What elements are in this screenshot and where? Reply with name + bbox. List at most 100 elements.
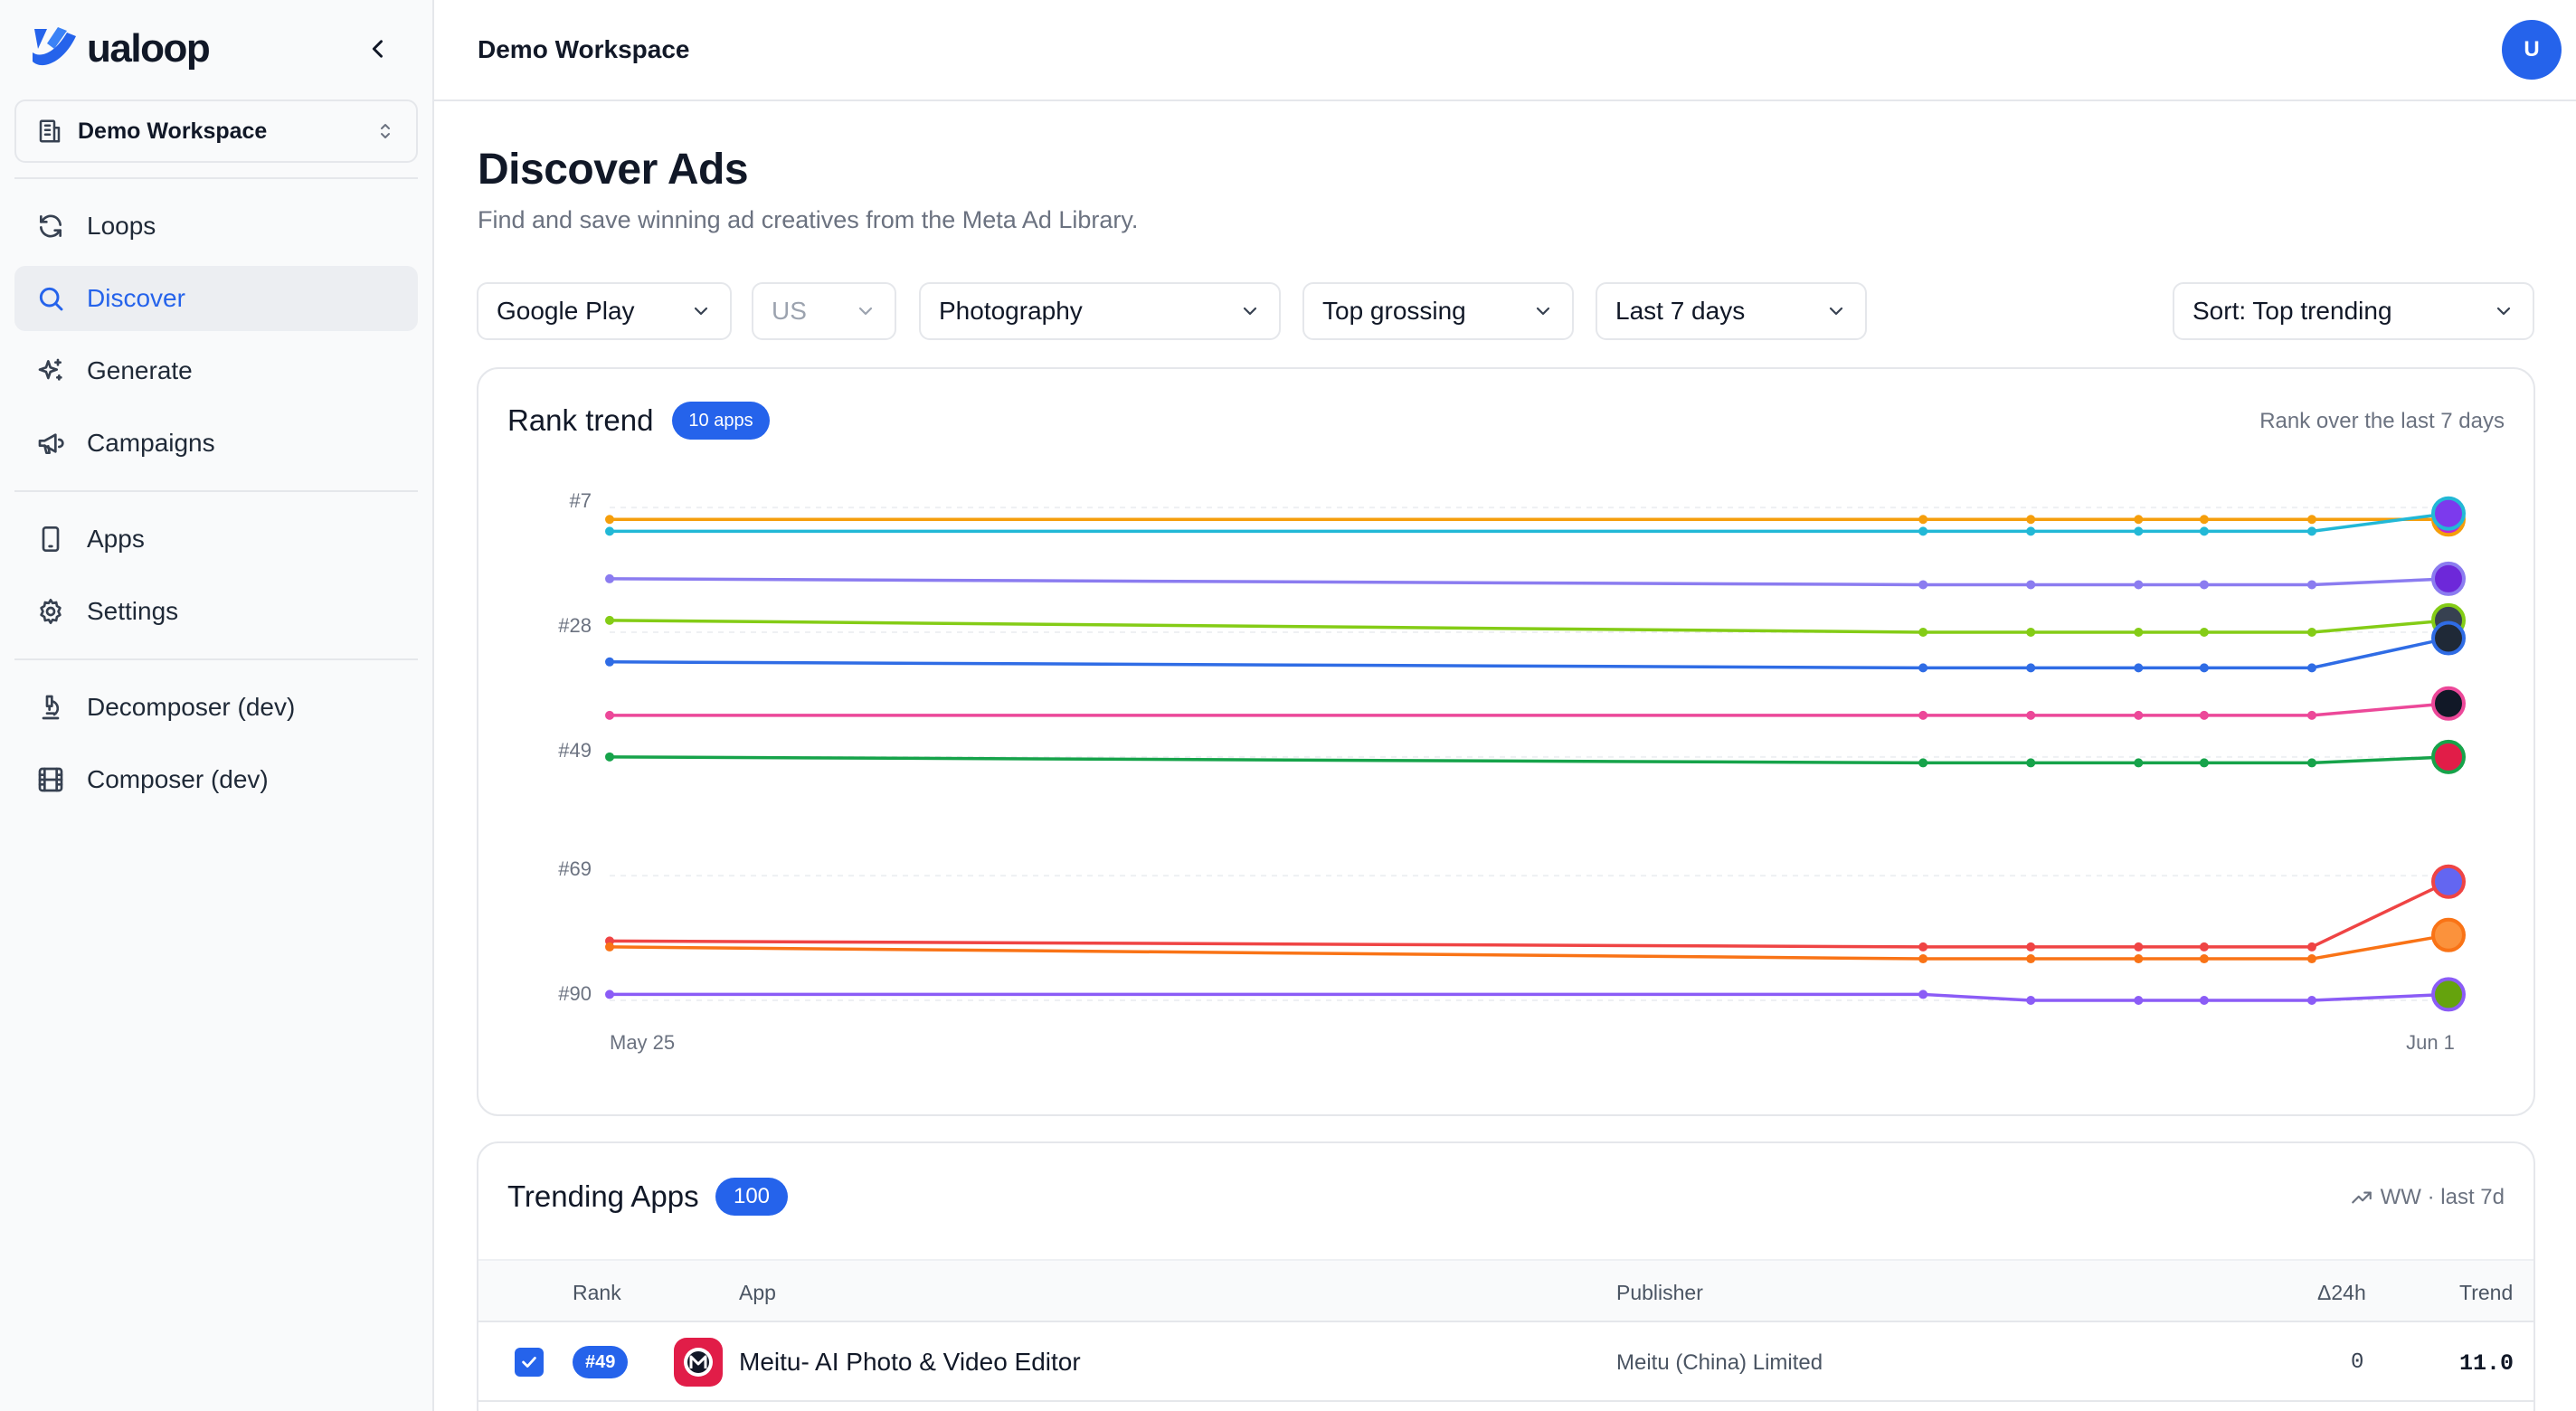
category-select-label: Photography [939, 297, 1083, 325]
period-select[interactable]: Last 7 days [1596, 282, 1867, 340]
series-point [2026, 996, 2036, 1005]
chart-select-label: Top grossing [1322, 297, 1466, 325]
series-point [605, 573, 614, 583]
rank-badge: #49 [573, 1346, 629, 1378]
collapse-sidebar-button[interactable] [362, 33, 394, 65]
topbar: Demo Workspace U [434, 0, 2576, 101]
series-point [2306, 758, 2316, 768]
column-delta[interactable]: Δ24h [2317, 1281, 2366, 1304]
series-point [2134, 526, 2144, 536]
series-point [2026, 526, 2036, 536]
chevron-down-icon [2496, 307, 2511, 316]
series-point [2134, 942, 2144, 952]
sidebar-item-apps[interactable]: Apps [14, 507, 418, 572]
sidebar-item-label: Decomposer (dev) [87, 693, 296, 721]
column-rank[interactable]: Rank [573, 1281, 621, 1304]
workspace-select-label: Demo Workspace [78, 118, 268, 144]
period-select-label: Last 7 days [1615, 297, 1746, 325]
series-line [608, 702, 2450, 717]
series-point [2026, 954, 2036, 964]
meitu-logo-icon [684, 1348, 713, 1377]
chevron-down-icon [1829, 307, 1843, 316]
series-point [1918, 580, 1928, 590]
sidebar-item-decomposer[interactable]: Decomposer (dev) [14, 675, 418, 740]
series-point [605, 942, 614, 952]
megaphone-icon [36, 429, 65, 458]
series-point [2199, 580, 2209, 590]
sidebar: ualoop Demo Workspace Loops Discover Gen… [0, 0, 434, 1411]
series-point [2306, 663, 2316, 673]
rank-trend-chart: #7 #28 #49 #69 #90 May 25 Jun 1 [558, 489, 2466, 1054]
series-point [2306, 710, 2316, 720]
series-line [608, 619, 2450, 634]
y-tick-label: #49 [558, 739, 592, 762]
series-point [2134, 663, 2144, 673]
row-checkbox[interactable] [515, 1348, 544, 1377]
app-avatar-point [2431, 686, 2466, 721]
chevron-down-icon [1536, 307, 1550, 316]
workspace-select[interactable]: Demo Workspace [14, 99, 418, 163]
series-point [2026, 627, 2036, 637]
column-app[interactable]: App [739, 1281, 776, 1304]
rank-trend-title: Rank trend [507, 403, 654, 437]
series-point [2026, 515, 2036, 525]
user-avatar[interactable]: U [2502, 20, 2562, 80]
series-point [605, 615, 614, 625]
sidebar-item-label: Loops [87, 212, 156, 240]
app-icon [674, 1338, 723, 1387]
app-avatar-point [2431, 917, 2466, 952]
series-point [2306, 954, 2316, 964]
table-row[interactable]: #49 Meitu- AI Photo & Video Editor Meitu… [478, 1322, 2533, 1402]
column-trend[interactable]: Trend [2459, 1281, 2514, 1304]
sidebar-item-label: Apps [87, 525, 145, 553]
series-point [2199, 627, 2209, 637]
search-icon [36, 284, 65, 313]
series-point [2199, 942, 2209, 952]
series-point [605, 990, 614, 999]
column-publisher[interactable]: Publisher [1616, 1281, 1703, 1304]
ualoop-logo-icon [33, 27, 76, 66]
app-avatar-point [2431, 739, 2466, 774]
brand[interactable]: ualoop [27, 20, 211, 78]
chevron-down-icon [1243, 307, 1257, 316]
sidebar-item-loops[interactable]: Loops [14, 194, 418, 259]
chart-select[interactable]: Top grossing [1302, 282, 1574, 340]
delta-24h: 0 [2351, 1350, 2364, 1375]
series-point [2306, 627, 2316, 637]
series-point [1918, 627, 1928, 637]
series-line [608, 511, 2450, 534]
check-icon [522, 1357, 536, 1368]
series-line [608, 636, 2450, 670]
sidebar-item-campaigns[interactable]: Campaigns [14, 411, 418, 476]
country-select[interactable]: US [752, 282, 896, 340]
chevron-left-icon [372, 40, 383, 58]
series-point [605, 752, 614, 762]
series-point [1918, 526, 1928, 536]
chevron-down-icon [694, 307, 708, 316]
sidebar-item-settings[interactable]: Settings [14, 579, 418, 644]
app-avatar-point [2431, 496, 2466, 531]
sidebar-item-composer[interactable]: Composer (dev) [14, 747, 418, 812]
apps-count-badge: 10 apps [672, 402, 770, 440]
category-select[interactable]: Photography [919, 282, 1281, 340]
series-point [1918, 710, 1928, 720]
gear-icon [36, 597, 65, 626]
series-point [2134, 580, 2144, 590]
store-select[interactable]: Google Play [477, 282, 732, 340]
brand-name: ualoop [87, 26, 211, 71]
series-point [2134, 627, 2144, 637]
sidebar-item-discover[interactable]: Discover [14, 266, 418, 331]
y-tick-label: #28 [558, 614, 592, 637]
series-point [1918, 758, 1928, 768]
series-point [605, 515, 614, 525]
sort-select-label: Sort: Top trending [2192, 297, 2392, 325]
series-line [608, 577, 2450, 587]
trending-apps-title: Trending Apps [507, 1179, 699, 1213]
sidebar-divider [14, 490, 418, 492]
sidebar-item-generate[interactable]: Generate [14, 338, 418, 403]
sort-select[interactable]: Sort: Top trending [2173, 282, 2534, 340]
series-point [605, 657, 614, 667]
smartphone-icon [36, 525, 65, 554]
app-name[interactable]: Meitu- AI Photo & Video Editor [739, 1348, 1081, 1376]
series-point [2134, 710, 2144, 720]
